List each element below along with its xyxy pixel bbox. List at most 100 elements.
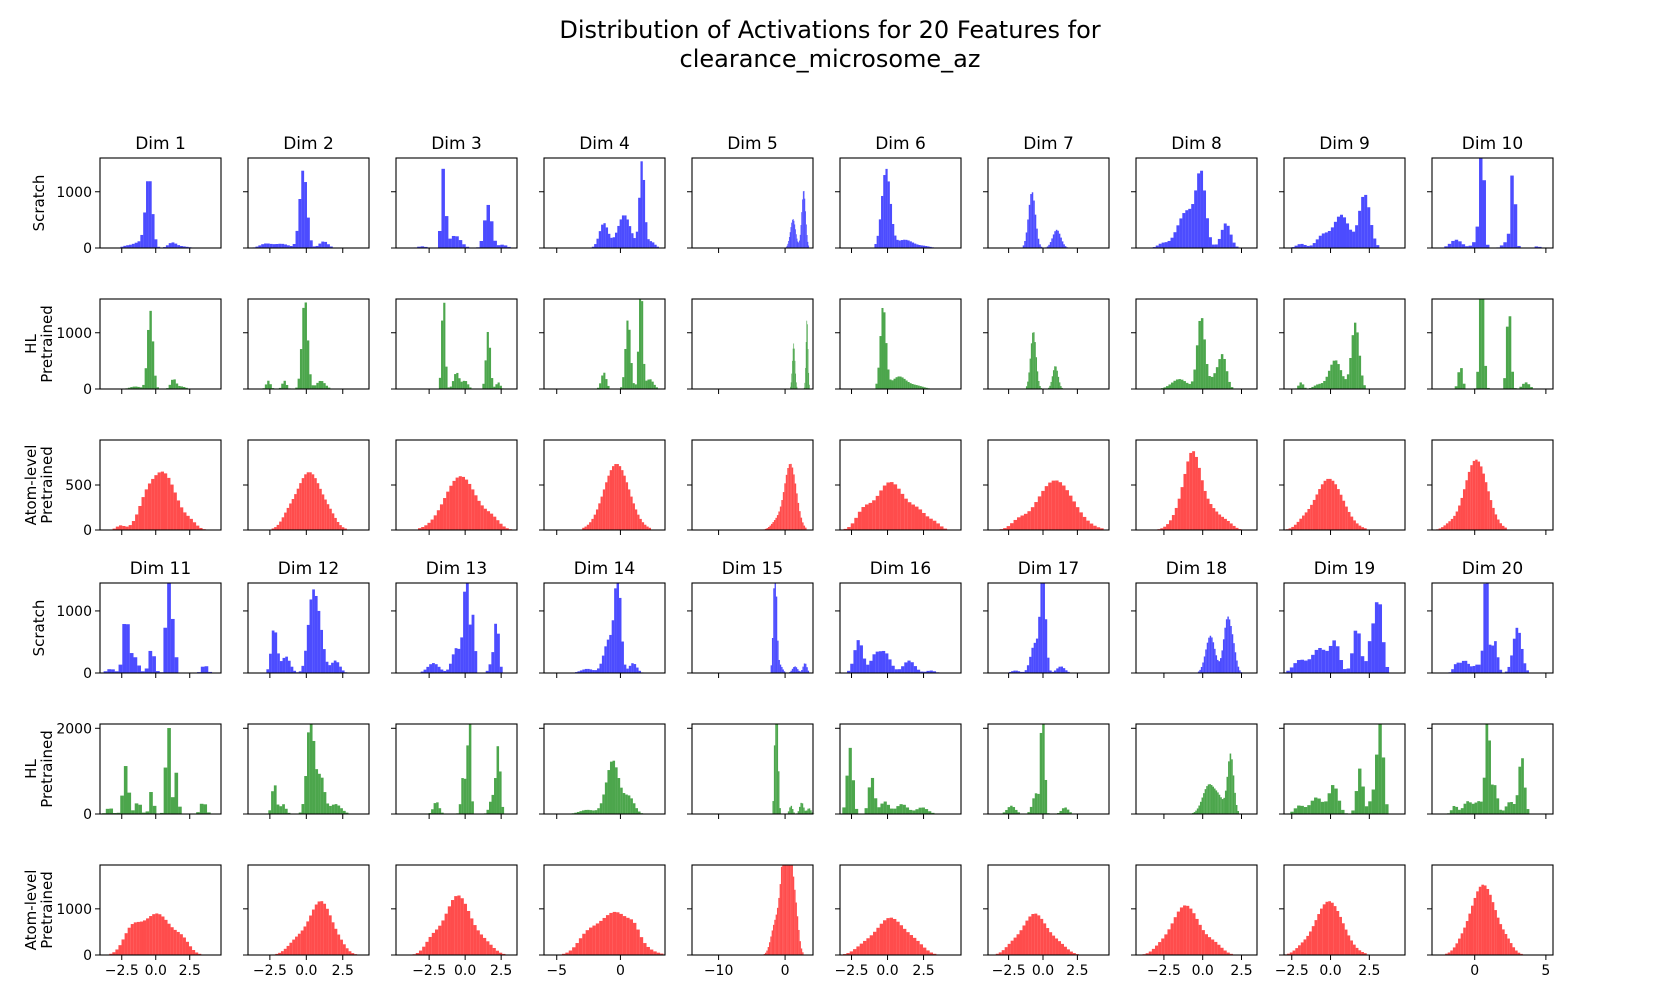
hist-bar [914,243,917,248]
hist-bar [792,219,794,248]
axes-frame [395,157,518,249]
hist-bar [1371,623,1375,673]
hist-bar [154,475,158,530]
hist-bar [1499,669,1503,673]
hist-bar [1197,671,1200,673]
hist-bar [911,384,914,389]
hist-bar [185,941,190,955]
hist-bar [1182,213,1186,248]
axes-frame [1431,723,1554,815]
hist-bar [1160,528,1164,530]
hist-bar [199,527,203,530]
hist-bar [1059,810,1062,814]
hist-bar [344,528,347,530]
hist-bar [451,235,456,248]
hist-bar [1371,789,1376,814]
hist-bar [1318,235,1322,248]
hist-bar [1039,732,1043,814]
hist-bar [847,527,851,530]
hist-bar [1167,929,1171,955]
hist-bar [438,808,442,814]
hist-bar [1465,480,1468,530]
hist-bar [1223,358,1226,389]
hist-bar [458,804,462,814]
hist-bar [1510,802,1513,814]
y-tick-label: 0 [83,948,92,964]
hist-bar [1336,216,1340,248]
hist-bar [770,523,773,530]
hist-bar [1168,384,1171,389]
hist-bar [323,649,326,673]
hist-bar [1017,812,1020,814]
hist-bar [189,946,193,955]
axes-frame [987,864,1110,956]
hist-bar [306,472,310,530]
hist-bar [1287,953,1290,955]
hist-bar [865,504,869,530]
hist-bar [1454,239,1459,248]
hist-bar [1494,514,1498,530]
hist-bar [196,812,200,814]
hist-bar [1235,246,1239,248]
hist-bar [490,513,494,530]
hist-bar [455,477,459,530]
hist-bar [894,235,897,248]
hist-bar [467,910,471,955]
hist-bar [1237,666,1240,673]
hist-bar [594,670,598,673]
hist-bar [318,773,321,814]
hist-bar [341,527,345,530]
hist-bar [925,516,930,530]
hist-bar [856,946,860,955]
hist-bar [276,524,280,530]
hist-bar [1342,376,1345,389]
hist-bar [1036,228,1038,248]
hist-bar [1020,515,1024,530]
hist-bar [133,657,138,673]
hist-bar [1381,757,1386,814]
x-tick-label: 0 [1470,963,1479,979]
hist-bar [443,302,446,389]
hist-bar [770,936,772,955]
hist-bar [1034,793,1038,814]
hist-bar [1164,934,1168,955]
hist-bar [1350,653,1354,673]
hist-bar [779,664,782,673]
hist-bar [464,381,468,389]
hist-bar [1024,241,1026,248]
hist-bar [804,810,807,814]
hist-bar [1311,386,1314,389]
hist-bar [1467,663,1470,673]
hist-bar [597,668,600,673]
hist-bar [1517,245,1521,248]
hist-bar [806,320,808,389]
hist-bar [656,246,659,248]
hist-bar [796,382,797,389]
hist-bar [1220,797,1222,814]
hist-bar [167,923,171,955]
hist-bar [1192,451,1196,530]
hist-bar [1452,947,1456,955]
hist-bar [879,336,882,389]
hist-bar [902,804,906,814]
hist-bar [1304,387,1307,389]
hist-bar [1481,299,1485,389]
hist-bar [803,387,805,389]
hist-bar [623,475,626,530]
hist-bar [806,235,808,248]
hist-bar [1303,939,1307,955]
hist-bar [805,224,807,248]
hist-bar [845,775,849,814]
hist-bar [1504,934,1508,955]
hist-bar [146,918,150,955]
hist-bar [1089,523,1094,530]
hist-bar [877,367,880,389]
hist-bar [463,778,467,814]
hist-bar [922,245,926,248]
hist-bar [1358,950,1362,955]
hist-bar [1464,660,1468,673]
hist-bar [1210,785,1213,814]
hist-bar [633,238,636,248]
hist-bar [299,349,303,389]
